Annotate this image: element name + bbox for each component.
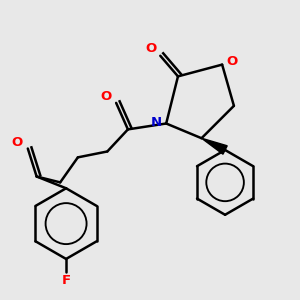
Text: F: F (61, 274, 70, 287)
Text: N: N (151, 116, 162, 128)
Text: O: O (146, 42, 157, 55)
Text: O: O (226, 55, 238, 68)
Text: O: O (11, 136, 22, 148)
Polygon shape (202, 138, 227, 154)
Text: O: O (100, 90, 112, 103)
